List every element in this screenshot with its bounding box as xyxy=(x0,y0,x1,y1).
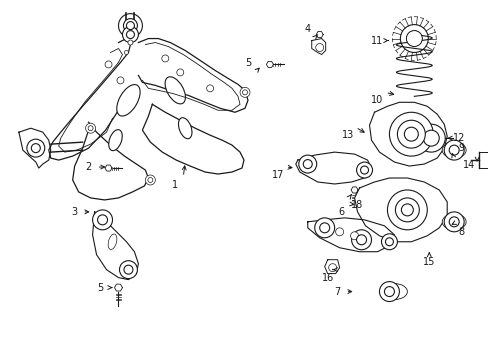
Polygon shape xyxy=(316,32,323,37)
Circle shape xyxy=(360,166,368,174)
Circle shape xyxy=(404,127,417,141)
Circle shape xyxy=(397,120,425,148)
Polygon shape xyxy=(369,102,447,166)
Text: 10: 10 xyxy=(370,95,383,105)
Circle shape xyxy=(240,87,249,97)
Circle shape xyxy=(335,228,343,236)
Circle shape xyxy=(145,175,155,185)
Polygon shape xyxy=(105,165,112,171)
Ellipse shape xyxy=(108,234,117,249)
Text: 1: 1 xyxy=(172,180,178,190)
Ellipse shape xyxy=(381,284,407,300)
Circle shape xyxy=(31,144,40,153)
Circle shape xyxy=(92,210,112,230)
Circle shape xyxy=(350,232,358,240)
Ellipse shape xyxy=(178,118,192,139)
Circle shape xyxy=(384,287,394,297)
Text: 3: 3 xyxy=(71,207,78,217)
Circle shape xyxy=(319,223,329,233)
Circle shape xyxy=(124,50,128,54)
Text: 15: 15 xyxy=(422,257,435,267)
Polygon shape xyxy=(266,62,273,67)
Circle shape xyxy=(328,264,336,272)
Circle shape xyxy=(242,90,247,95)
Ellipse shape xyxy=(441,214,465,230)
Circle shape xyxy=(401,204,412,216)
Circle shape xyxy=(443,140,463,160)
Circle shape xyxy=(298,155,316,173)
Text: 13: 13 xyxy=(341,130,353,140)
Polygon shape xyxy=(114,284,122,291)
Polygon shape xyxy=(311,39,325,54)
Circle shape xyxy=(423,130,438,146)
Circle shape xyxy=(162,55,168,62)
Circle shape xyxy=(388,112,432,156)
Text: 4: 4 xyxy=(304,24,310,33)
Text: 5: 5 xyxy=(97,283,103,293)
Circle shape xyxy=(448,145,458,155)
Polygon shape xyxy=(324,260,339,274)
Circle shape xyxy=(448,217,458,227)
Text: 6: 6 xyxy=(338,207,344,217)
Circle shape xyxy=(356,162,372,178)
Ellipse shape xyxy=(441,142,465,158)
Text: 7: 7 xyxy=(334,287,340,297)
Circle shape xyxy=(105,61,112,68)
Circle shape xyxy=(381,234,397,250)
Ellipse shape xyxy=(117,85,140,116)
Circle shape xyxy=(122,27,138,42)
Ellipse shape xyxy=(108,130,122,150)
Polygon shape xyxy=(350,187,357,193)
Circle shape xyxy=(85,123,95,133)
Text: 8: 8 xyxy=(457,227,463,237)
Circle shape xyxy=(356,235,366,245)
Circle shape xyxy=(128,40,133,45)
Circle shape xyxy=(314,218,334,238)
Text: 12: 12 xyxy=(452,133,465,143)
Text: 2: 2 xyxy=(85,162,92,172)
Circle shape xyxy=(406,31,422,46)
Circle shape xyxy=(303,159,312,168)
Text: 5: 5 xyxy=(244,58,251,68)
Circle shape xyxy=(443,212,463,232)
Text: 14: 14 xyxy=(462,160,474,170)
Circle shape xyxy=(117,77,124,84)
Circle shape xyxy=(126,31,134,39)
Polygon shape xyxy=(307,218,394,252)
Circle shape xyxy=(176,69,183,76)
Text: 18: 18 xyxy=(351,200,363,210)
Circle shape xyxy=(98,215,107,225)
Text: 16: 16 xyxy=(321,273,333,283)
Circle shape xyxy=(379,282,399,302)
Polygon shape xyxy=(19,128,51,168)
Circle shape xyxy=(126,22,134,30)
Polygon shape xyxy=(354,178,447,242)
Circle shape xyxy=(124,265,133,274)
Circle shape xyxy=(88,126,93,131)
Circle shape xyxy=(147,177,153,183)
Circle shape xyxy=(119,261,137,279)
Text: 9: 9 xyxy=(457,143,463,153)
Circle shape xyxy=(206,85,213,92)
Circle shape xyxy=(123,19,137,32)
Polygon shape xyxy=(295,152,371,184)
Polygon shape xyxy=(92,212,138,280)
Text: 17: 17 xyxy=(271,170,284,180)
Circle shape xyxy=(395,198,419,222)
Circle shape xyxy=(315,44,323,51)
Circle shape xyxy=(351,230,371,250)
Circle shape xyxy=(385,238,393,246)
Text: 11: 11 xyxy=(370,36,383,46)
Ellipse shape xyxy=(165,77,185,104)
Circle shape xyxy=(416,124,444,152)
Circle shape xyxy=(118,14,142,37)
Circle shape xyxy=(27,139,45,157)
Circle shape xyxy=(386,190,427,230)
